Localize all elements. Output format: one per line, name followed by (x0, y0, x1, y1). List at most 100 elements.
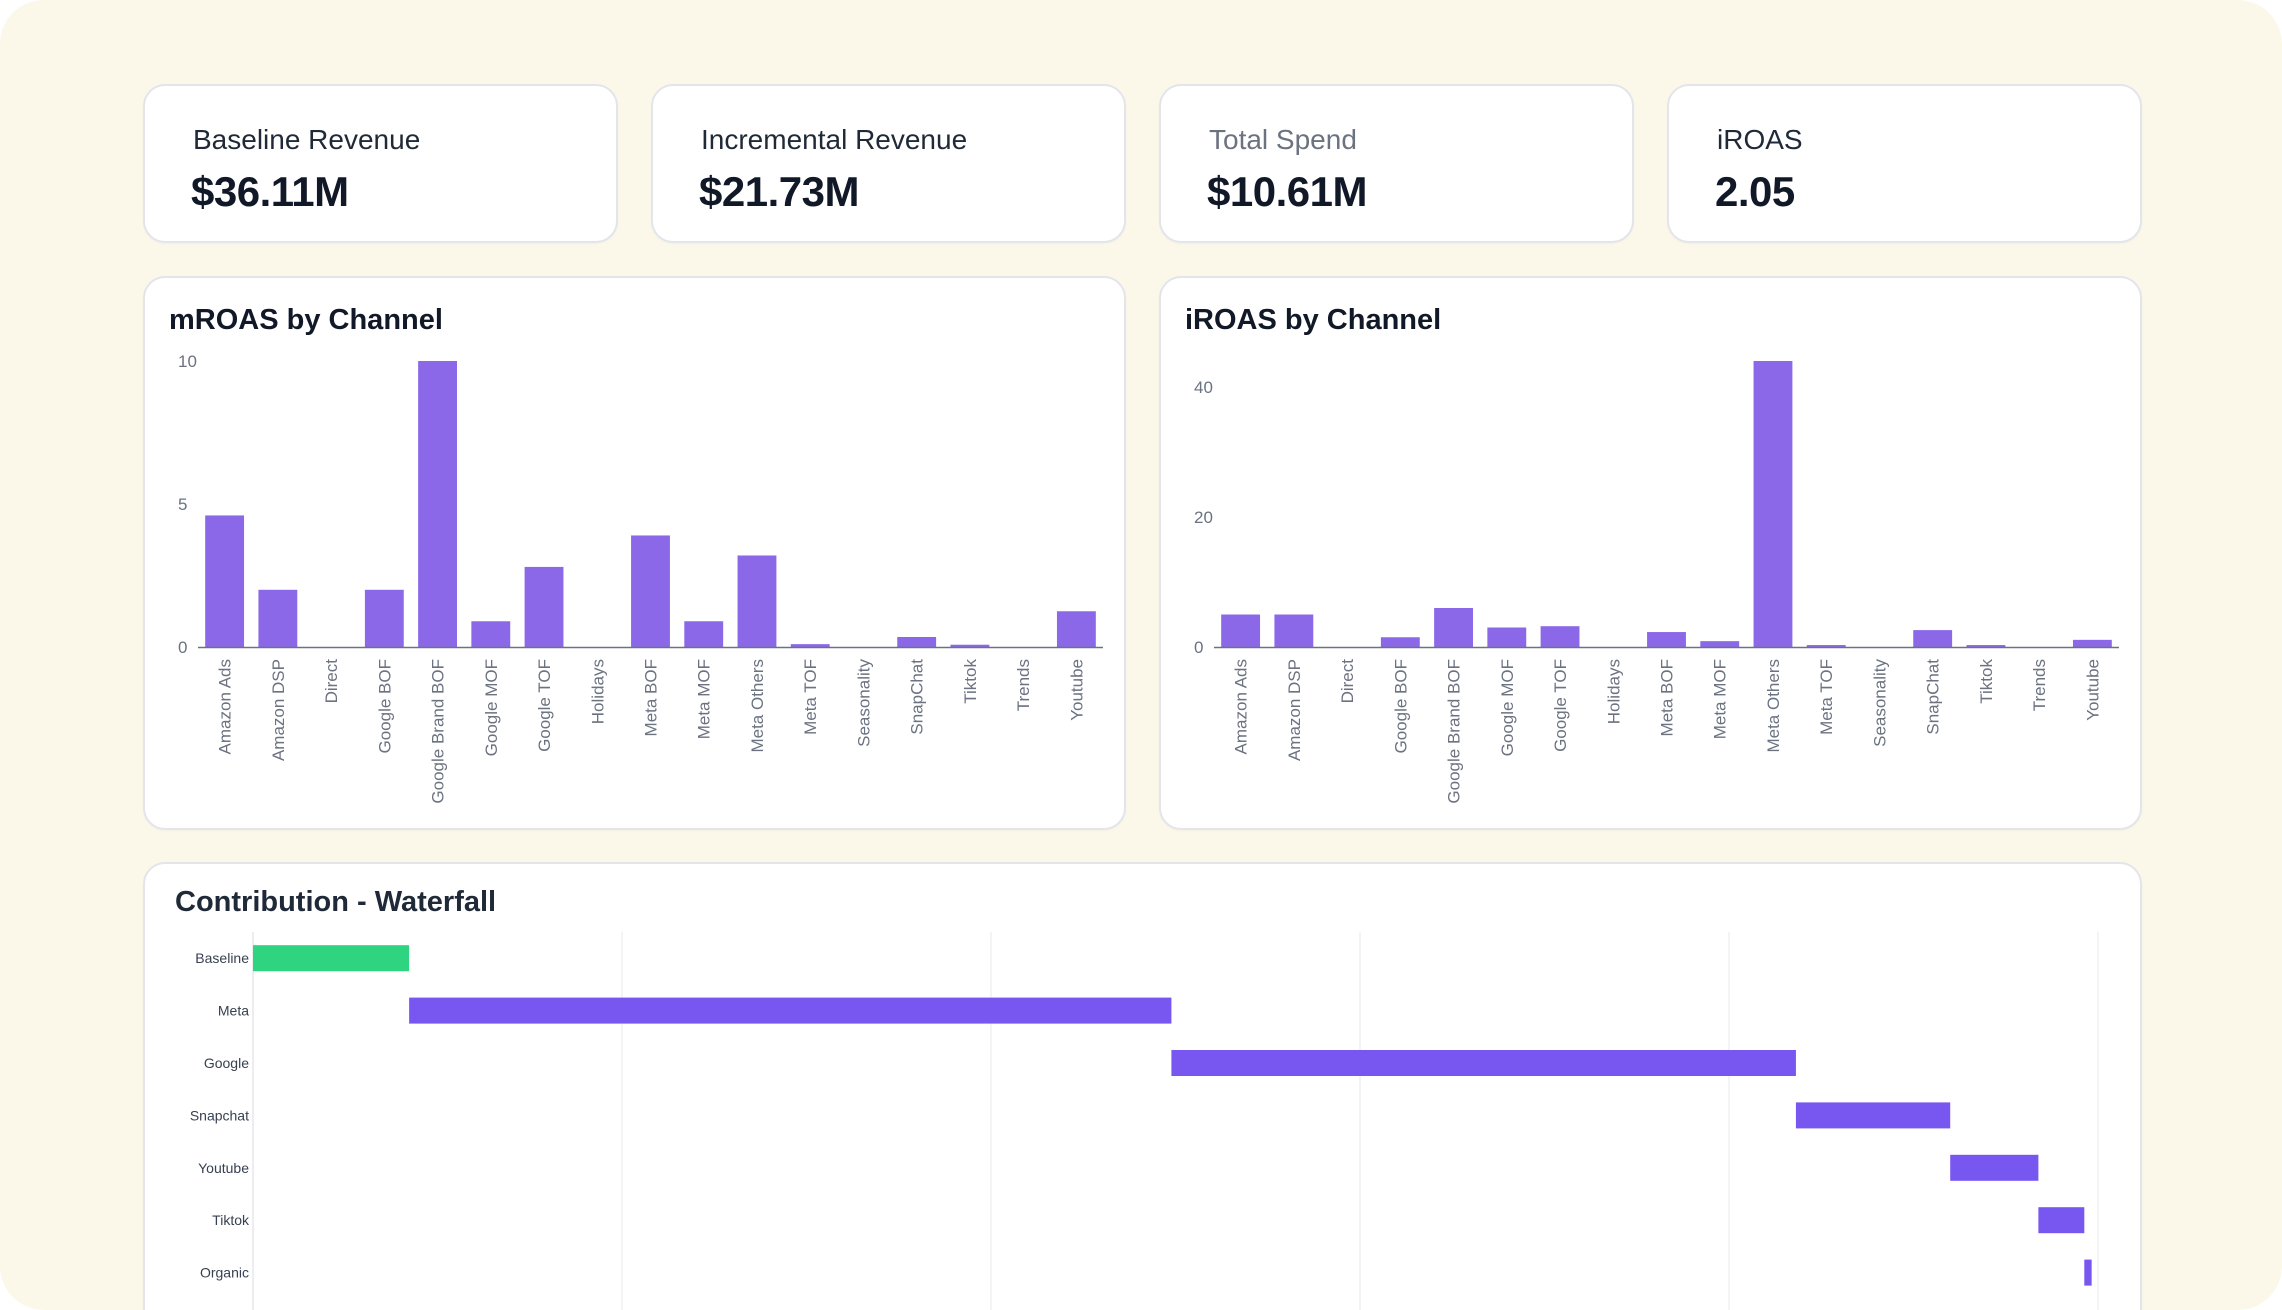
x-tick-label: Google MOF (482, 659, 501, 756)
bar (1274, 614, 1314, 647)
bar (1434, 608, 1473, 647)
x-tick-label: Google TOF (535, 659, 554, 752)
bar (205, 515, 245, 647)
x-tick-label: Amazon DSP (269, 659, 288, 761)
kpi-label: Total Spend (1209, 124, 1357, 155)
mroas-chart-card: mROAS by Channel 0 5 10 Amazon Ads Amazon DS… (143, 276, 1126, 830)
contribution-waterfall-chart: Baseline Meta Google Snapchat Youtube Tiktok O… (190, 932, 2099, 1310)
bar (631, 535, 670, 647)
waterfall-bar (2084, 1259, 2092, 1286)
x-tick-label: Google TOF (1551, 659, 1570, 752)
x-tick-label: Youtube (2083, 659, 2102, 721)
x-tick-label: Meta MOF (1711, 659, 1730, 739)
x-tick-label: Meta TOF (1817, 659, 1836, 735)
bar (1380, 637, 1420, 647)
x-tick-label: Google Brand BOF (1445, 659, 1464, 804)
x-tick-label: Trends (2030, 659, 2049, 711)
bar (684, 621, 724, 647)
y-tick-label: Organic (200, 1265, 249, 1281)
bar (1221, 614, 1261, 647)
x-tick-label: Google Brand BOF (429, 659, 448, 804)
bar (1700, 641, 1740, 647)
kpi-label: iROAS (1717, 124, 1803, 155)
waterfall-bar (1795, 1102, 1951, 1129)
x-tick-label: Meta MOF (695, 659, 714, 739)
chart-title: iROAS by Channel (1185, 304, 1442, 336)
y-tick-label: Snapchat (190, 1107, 249, 1123)
x-tick-label: SnapChat (1924, 659, 1943, 735)
bar (950, 644, 990, 647)
bar (1487, 627, 1527, 647)
y-tick-label: 10 (178, 352, 197, 371)
kpi-label: Incremental Revenue (701, 124, 968, 155)
bar (897, 636, 937, 647)
y-tick-label: Meta (218, 1003, 249, 1019)
bar (418, 361, 457, 647)
bar (364, 589, 404, 647)
y-tick-label: Youtube (198, 1160, 249, 1176)
bar (1540, 626, 1580, 647)
x-tick-label: Meta Others (1764, 659, 1783, 753)
kpi-value: $21.73M (699, 168, 859, 215)
y-tick-label: Baseline (195, 950, 249, 966)
kpi-value: 2.05 (1715, 168, 1795, 215)
x-tick-label: Trends (1014, 659, 1033, 711)
kpi-card-total-spend: Total Spend $10.61M (1159, 84, 1634, 243)
waterfall-bar (1950, 1154, 2039, 1181)
mroas-bar-chart: 0 5 10 Amazon Ads Amazon DSP Direct Google BOF… (178, 352, 1103, 804)
x-tick-label: Seasonality (854, 659, 873, 747)
x-tick-label: Meta TOF (801, 659, 820, 735)
bar (471, 621, 511, 647)
y-tick-label: 40 (1194, 378, 1213, 397)
x-tick-label: Holidays (1604, 659, 1623, 724)
x-tick-label: Youtube (1067, 659, 1086, 721)
kpi-value: $36.11M (191, 168, 349, 215)
x-tick-label: Amazon Ads (1232, 659, 1251, 754)
x-tick-label: Tiktok (1977, 659, 1996, 704)
bar (790, 644, 830, 647)
waterfall-bar (2038, 1207, 2085, 1234)
waterfall-bar (409, 997, 1172, 1024)
x-tick-label: Amazon Ads (216, 659, 235, 754)
x-tick-label: Meta Others (748, 659, 767, 753)
bar (2072, 639, 2112, 647)
y-tick-label: Tiktok (212, 1212, 250, 1228)
bar (524, 566, 564, 647)
y-tick-label: Google (204, 1055, 249, 1071)
bar (258, 589, 298, 647)
y-tick-label: 0 (178, 638, 187, 657)
x-tick-label: Tiktok (961, 659, 980, 704)
bar (737, 555, 777, 647)
x-tick-label: Google MOF (1498, 659, 1517, 756)
kpi-card-iroas: iROAS 2.05 (1667, 84, 2142, 243)
x-tick-label: Amazon DSP (1285, 659, 1304, 761)
y-tick-label: 5 (178, 495, 187, 514)
bar (1056, 611, 1096, 647)
bar (1806, 645, 1846, 647)
x-tick-label: Direct (1338, 659, 1357, 704)
bar (1753, 361, 1793, 647)
iroas-chart-card: iROAS by Channel 0 20 40 Amazon Ads Amazon D… (1159, 276, 2142, 830)
x-tick-label: Meta BOF (642, 659, 661, 736)
kpi-label: Baseline Revenue (193, 124, 421, 155)
iroas-bar-chart: 0 20 40 Amazon Ads Amazon DSP Direct Google BO… (1194, 361, 2119, 804)
x-tick-label: Seasonality (1870, 659, 1889, 747)
x-tick-label: Meta BOF (1658, 659, 1677, 736)
kpi-value: $10.61M (1207, 168, 1367, 215)
x-tick-label: Google BOF (1391, 659, 1410, 754)
kpi-card-baseline-revenue: Baseline Revenue $36.11M (143, 84, 618, 243)
x-tick-label: Google BOF (375, 659, 394, 754)
waterfall-chart-card: Contribution - Waterfall Baseline Meta Goo… (143, 862, 2142, 1310)
chart-title: mROAS by Channel (169, 304, 443, 336)
bar (1913, 630, 1953, 647)
bar (1647, 632, 1686, 647)
y-tick-label: 20 (1194, 508, 1213, 527)
waterfall-bar (253, 945, 410, 972)
bar (1966, 645, 2006, 647)
chart-title: Contribution - Waterfall (175, 886, 497, 918)
y-tick-label: 0 (1194, 638, 1203, 657)
waterfall-bar (1171, 1050, 1796, 1076)
x-tick-label: Holidays (588, 659, 607, 724)
kpi-card-incremental-revenue: Incremental Revenue $21.73M (651, 84, 1126, 243)
